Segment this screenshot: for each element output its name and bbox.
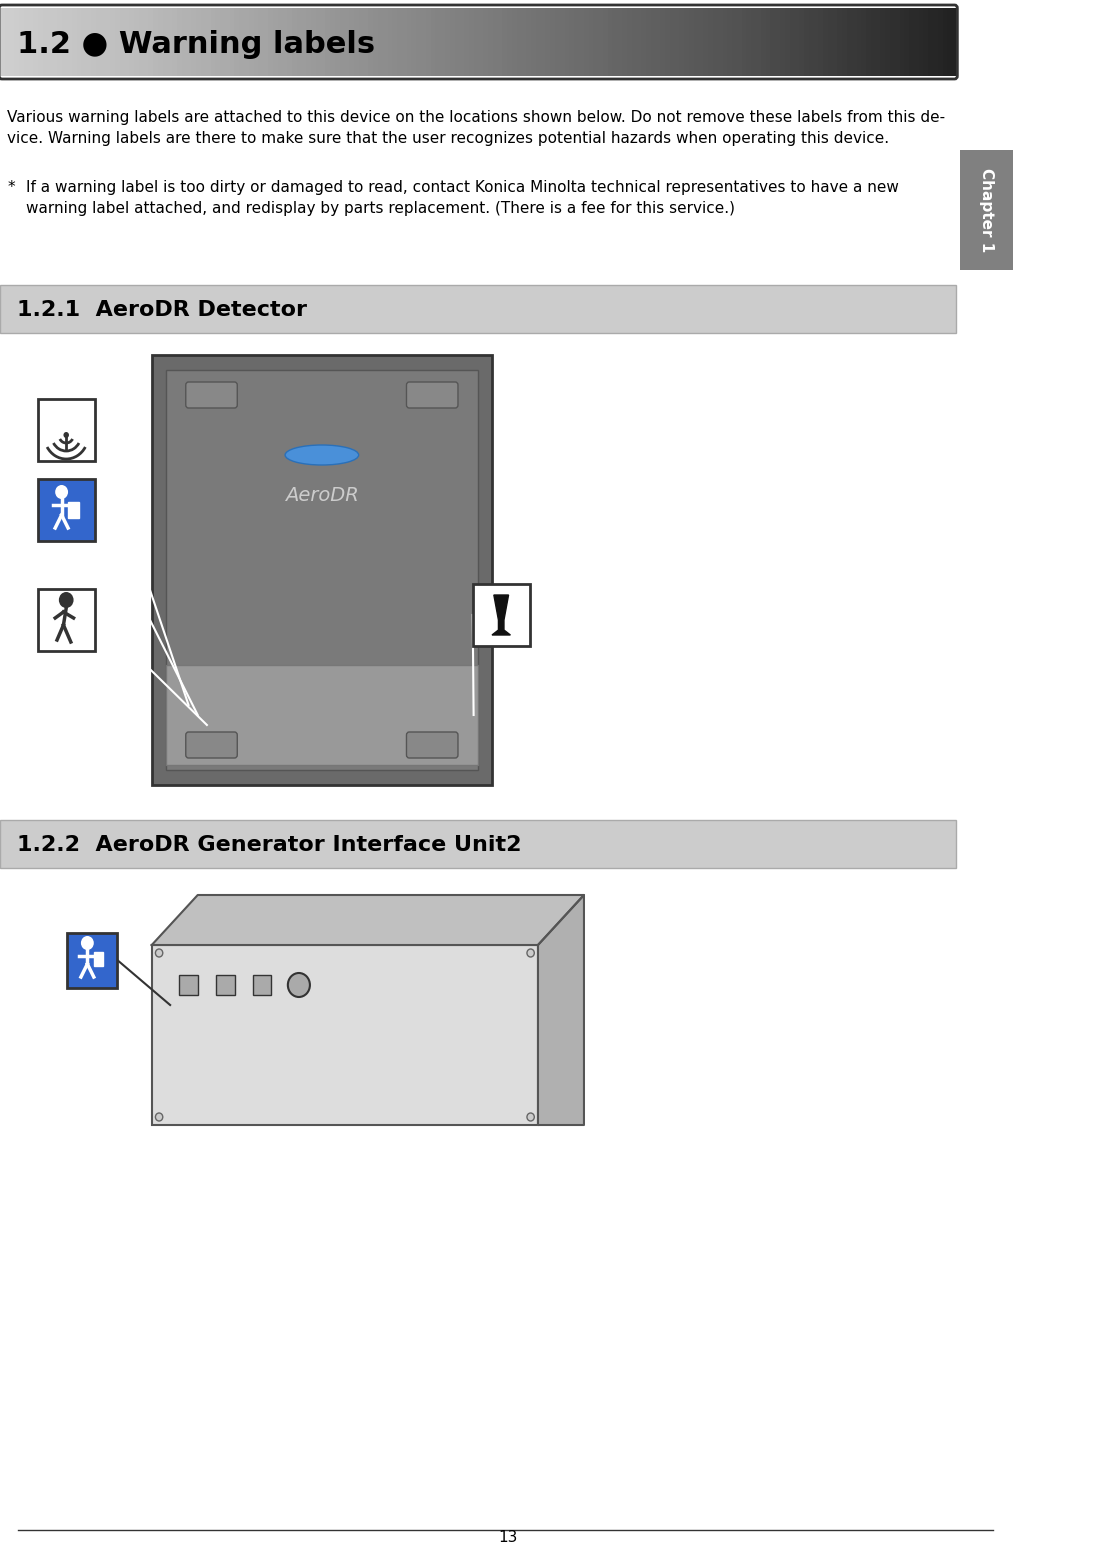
- Bar: [253, 975, 272, 995]
- Circle shape: [63, 431, 68, 438]
- Bar: [0, 821, 956, 867]
- Circle shape: [156, 950, 162, 958]
- Text: 1.2 ● Warning labels: 1.2 ● Warning labels: [17, 30, 374, 59]
- Bar: [66, 933, 117, 987]
- Bar: [960, 149, 1013, 269]
- Polygon shape: [151, 895, 584, 945]
- Circle shape: [156, 1113, 162, 1121]
- Bar: [151, 355, 492, 785]
- Bar: [38, 399, 95, 461]
- Bar: [94, 951, 103, 965]
- Text: AeroDR: AeroDR: [285, 486, 359, 504]
- Bar: [0, 285, 956, 333]
- Text: 13: 13: [498, 1529, 518, 1545]
- FancyBboxPatch shape: [151, 945, 538, 1126]
- FancyBboxPatch shape: [185, 732, 237, 758]
- Circle shape: [527, 950, 534, 958]
- Circle shape: [288, 973, 310, 996]
- Polygon shape: [492, 595, 510, 635]
- Bar: [166, 665, 478, 764]
- Circle shape: [527, 1113, 534, 1121]
- Text: 1.2.1  AeroDR Detector: 1.2.1 AeroDR Detector: [17, 301, 307, 321]
- Bar: [38, 589, 95, 651]
- Bar: [179, 975, 198, 995]
- Text: *: *: [8, 181, 15, 195]
- Ellipse shape: [285, 445, 359, 466]
- Bar: [473, 584, 530, 646]
- Text: 1.2.2  AeroDR Generator Interface Unit2: 1.2.2 AeroDR Generator Interface Unit2: [17, 835, 521, 855]
- Bar: [166, 371, 478, 771]
- Bar: [38, 480, 95, 540]
- Bar: [216, 975, 234, 995]
- Text: If a warning label is too dirty or damaged to read, contact Konica Minolta techn: If a warning label is too dirty or damag…: [25, 181, 899, 216]
- Text: Chapter 1: Chapter 1: [979, 168, 995, 252]
- FancyBboxPatch shape: [406, 732, 458, 758]
- Circle shape: [59, 592, 74, 607]
- FancyBboxPatch shape: [406, 381, 458, 408]
- Circle shape: [81, 936, 94, 950]
- Polygon shape: [538, 895, 584, 1126]
- Circle shape: [55, 484, 68, 498]
- Bar: [68, 501, 79, 518]
- Text: Various warning labels are attached to this device on the locations shown below.: Various warning labels are attached to t…: [8, 111, 945, 146]
- FancyBboxPatch shape: [185, 381, 237, 408]
